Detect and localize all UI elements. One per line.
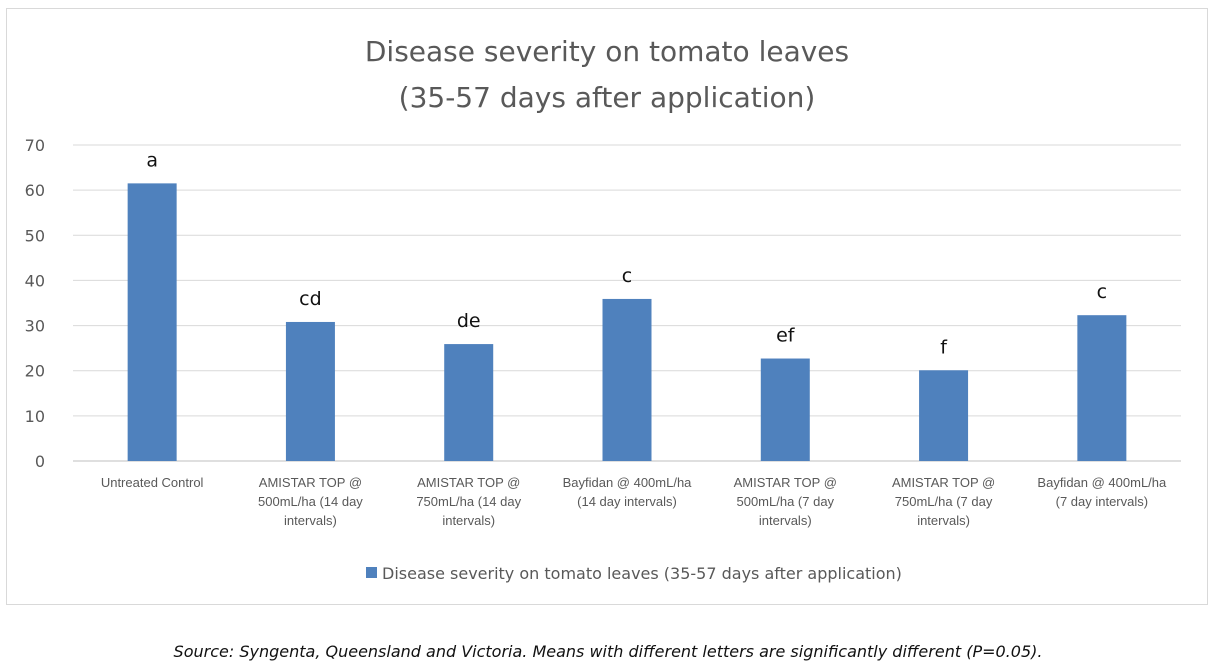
chart-title-line-1: Disease severity on tomato leaves	[365, 35, 849, 68]
bar	[1077, 315, 1127, 461]
significance-label: c	[1097, 281, 1107, 303]
y-tick-label: 60	[25, 181, 45, 200]
legend: Disease severity on tomato leaves (35-57…	[366, 564, 902, 583]
x-tick-label: AMISTAR TOP @	[259, 475, 362, 490]
bar	[285, 321, 335, 461]
y-tick-label: 50	[25, 226, 45, 245]
chart-title-line-2: (35-57 days after application)	[399, 81, 816, 114]
significance-label: de	[457, 310, 481, 332]
y-tick-label: 0	[35, 452, 45, 471]
x-tick-label: 750mL/ha (14 day	[416, 494, 521, 509]
y-tick-label: 10	[25, 407, 45, 426]
significance-label: a	[146, 149, 158, 171]
chart-frame: Disease severity on tomato leaves (35-57 …	[6, 8, 1208, 605]
x-tick-label: 750mL/ha (7 day	[895, 494, 993, 509]
chart-title: Disease severity on tomato leaves (35-57 …	[365, 35, 849, 114]
y-tick-label: 40	[25, 271, 45, 290]
y-tick-label: 70	[25, 136, 45, 155]
x-tick-label: 500mL/ha (7 day	[736, 494, 834, 509]
significance-label: f	[940, 336, 948, 358]
x-tick-label: (14 day intervals)	[577, 494, 677, 509]
x-tick-label: intervals)	[284, 513, 337, 528]
x-axis-ticks: Untreated Control AMISTAR TOP @ 500mL/ha (…	[101, 475, 1167, 528]
bar	[127, 183, 177, 461]
significance-label: c	[622, 265, 632, 287]
x-tick-label: intervals)	[917, 513, 970, 528]
legend-swatch	[366, 567, 377, 578]
bar	[760, 358, 810, 461]
y-axis-ticks: 0 10 20 30 40 50 60 70	[25, 136, 45, 471]
x-tick-label: intervals)	[442, 513, 495, 528]
x-tick-label: AMISTAR TOP @	[892, 475, 995, 490]
legend-label: Disease severity on tomato leaves (35-57…	[382, 564, 902, 583]
x-tick-label: Untreated Control	[101, 475, 204, 490]
x-tick-label: (7 day intervals)	[1056, 494, 1148, 509]
bar	[919, 370, 969, 461]
significance-label: ef	[776, 325, 796, 347]
x-tick-label: 500mL/ha (14 day	[258, 494, 363, 509]
x-tick-label: AMISTAR TOP @	[734, 475, 837, 490]
x-tick-label: Bayfidan @ 400mL/ha	[1037, 475, 1167, 490]
source-note: Source: Syngenta, Queensland and Victori…	[173, 642, 1043, 661]
significance-label: cd	[299, 288, 322, 310]
x-tick-label: intervals)	[759, 513, 812, 528]
y-tick-label: 30	[25, 317, 45, 336]
x-tick-label: Bayfidan @ 400mL/ha	[563, 475, 693, 490]
y-tick-label: 20	[25, 362, 45, 381]
bars	[127, 183, 1127, 461]
bar	[602, 298, 652, 461]
bar	[444, 344, 494, 461]
significance-labels: a cd de c ef f c	[146, 149, 1107, 358]
bar-chart: Disease severity on tomato leaves (35-57 …	[25, 35, 1181, 583]
x-tick-label: AMISTAR TOP @	[417, 475, 520, 490]
